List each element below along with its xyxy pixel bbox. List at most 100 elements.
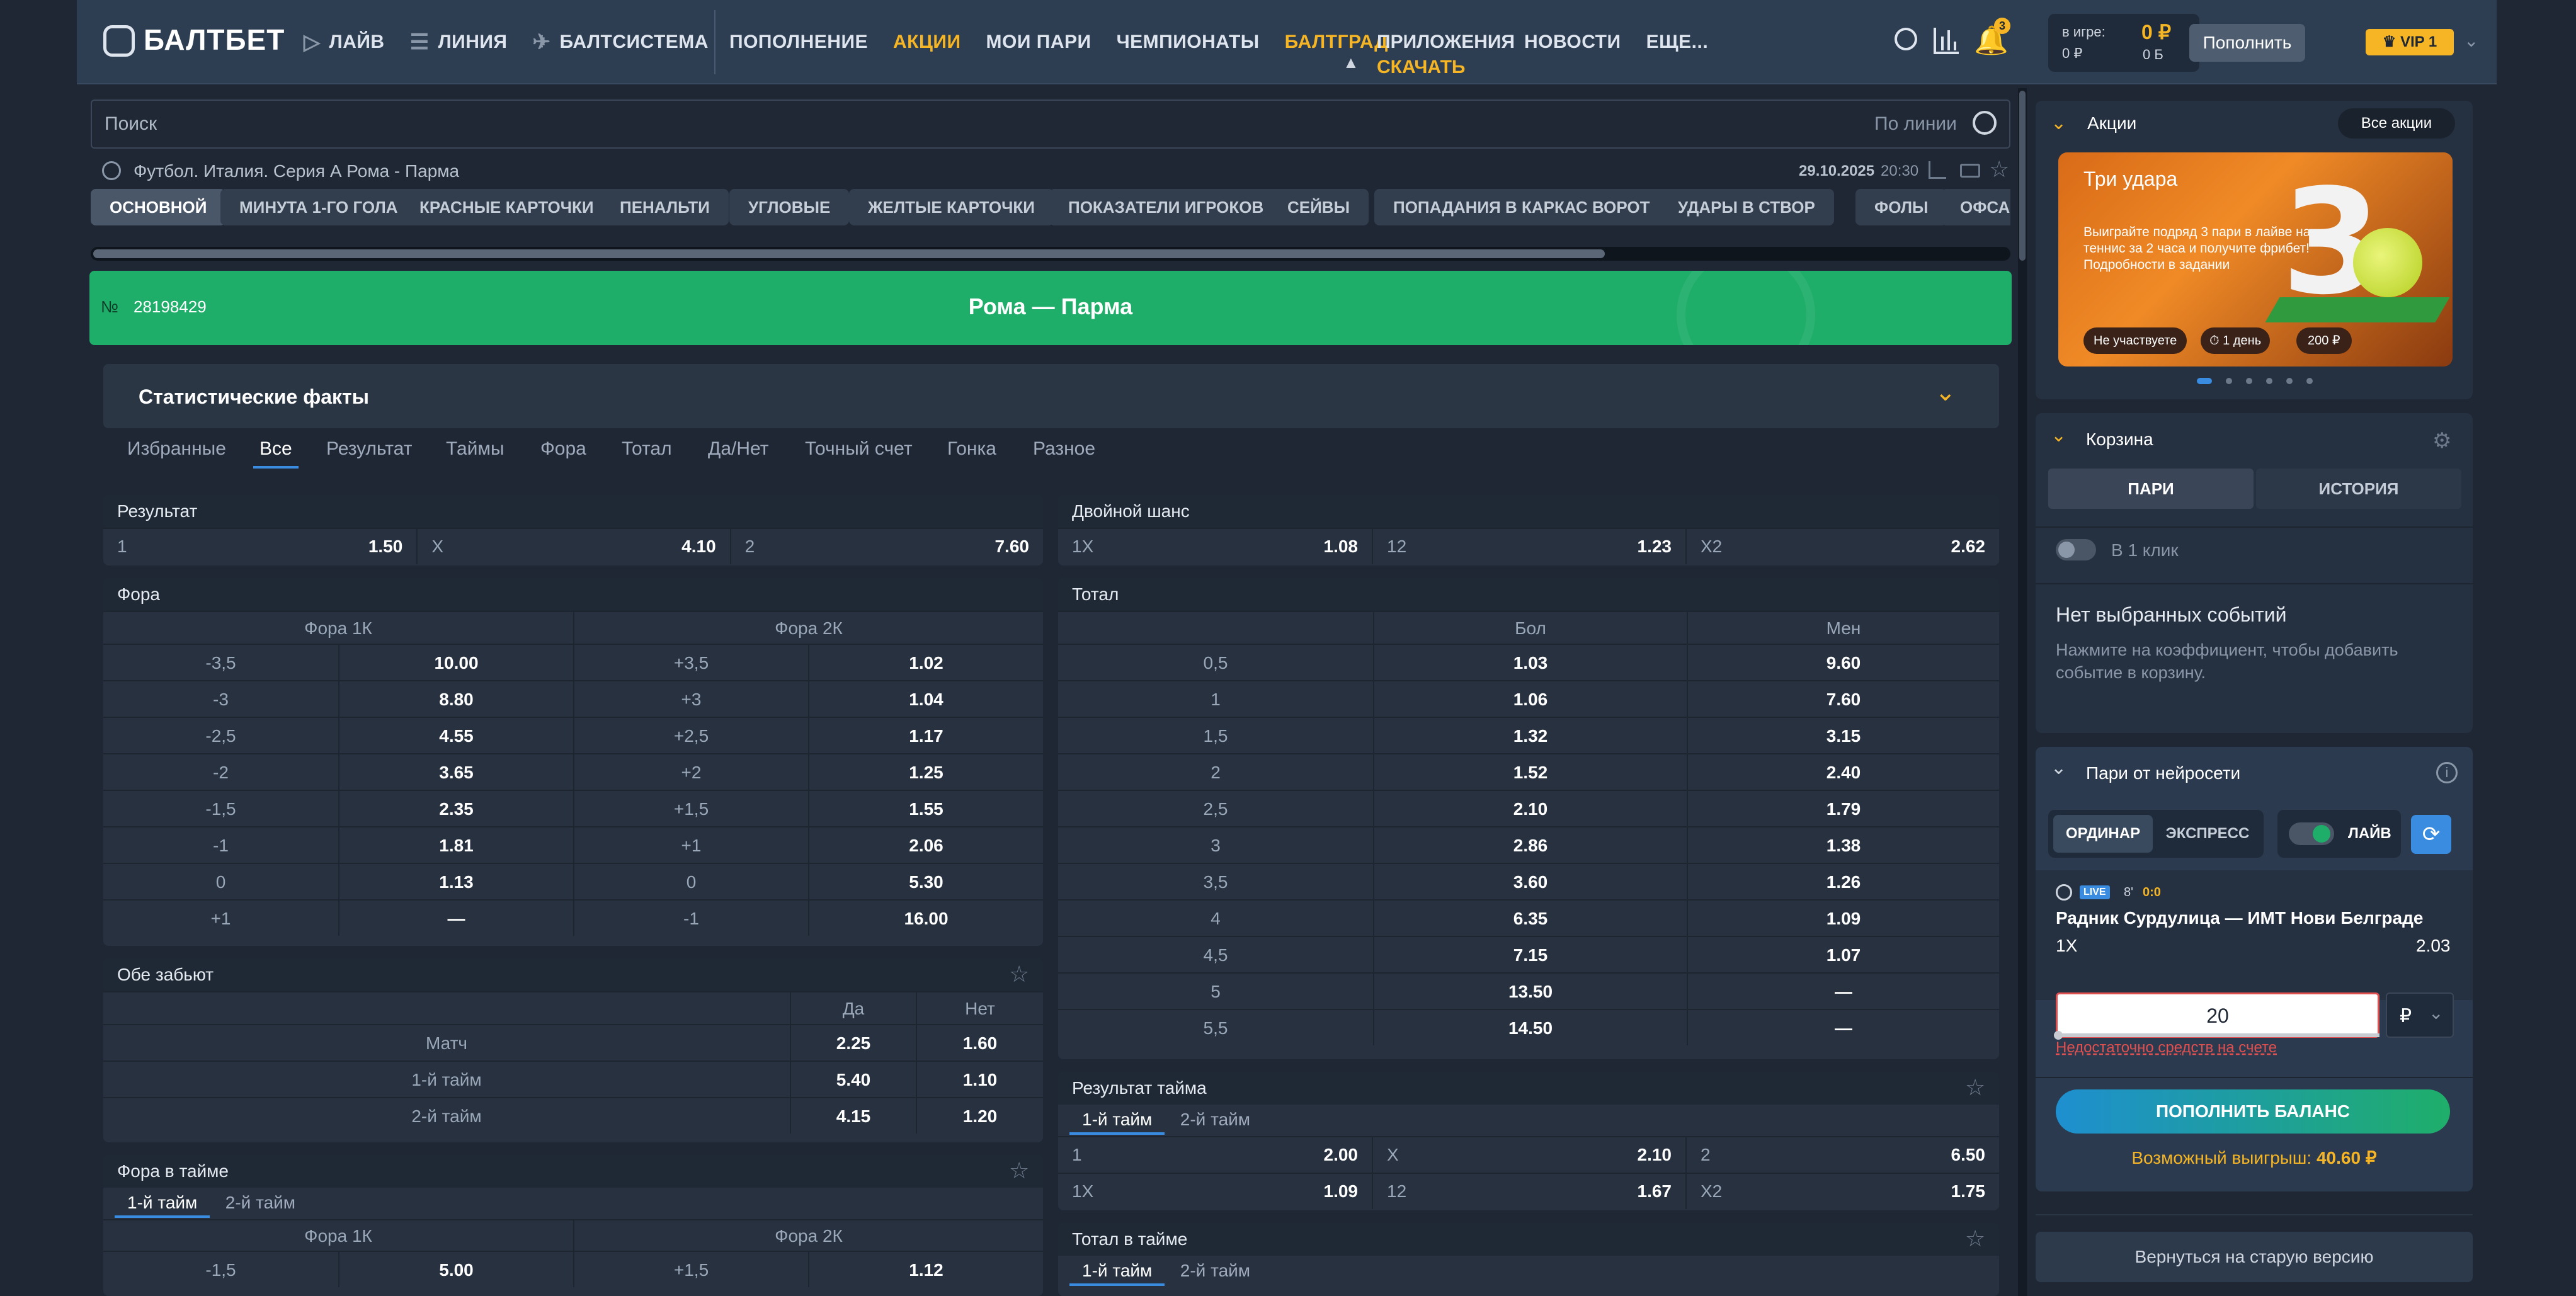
odd-button[interactable]: 1 2.00 [1058,1137,1372,1173]
chevron-down-icon[interactable]: ⌄ [2051,425,2067,446]
stake-slider[interactable] [2056,1033,2379,1037]
chevron-down-icon[interactable]: ⌄ [2051,113,2067,134]
filter-tab[interactable]: Да/Нет [708,438,769,459]
promo-card[interactable]: Три удара Выиграйте подряд 3 пари в лайв… [2058,152,2453,367]
filter-tab[interactable]: Все [253,438,299,469]
odd-button[interactable]: 3.65 [338,754,573,790]
tab-history[interactable]: ИСТОРИЯ [2256,469,2461,509]
stats-icon[interactable] [1934,28,1959,54]
filter-tab[interactable]: Фора [540,438,586,459]
chips-scrollbar[interactable] [91,247,2010,261]
odd-button[interactable]: 13.50 [1373,974,1687,1009]
odd-button[interactable]: 1.26 [1687,864,1999,899]
odd-button[interactable]: 2.25 [790,1025,916,1060]
tv-icon[interactable] [1960,164,1980,178]
nav-live[interactable]: ЛАЙВ [329,31,385,52]
odd-button[interactable]: 1.38 [1687,827,1999,863]
menu-apps[interactable]: ПРИЛОЖЕНИЯ [1377,31,1515,52]
odd-button[interactable]: 9.60 [1687,645,1999,680]
chip-market-group[interactable]: ПЕНАЛЬТИ [601,189,729,225]
filter-tab[interactable]: Таймы [446,438,504,459]
chip-market-group[interactable]: ПОКАЗАТЕЛИ ИГРОКОВ [1049,189,1283,225]
odd-button[interactable]: 1.60 [916,1025,1043,1060]
filter-tab[interactable]: Тотал [622,438,672,459]
chevron-down-icon[interactable]: ⌄ [2464,31,2479,50]
download-link[interactable]: СКАЧАТЬ [1377,57,1466,77]
search-input[interactable]: Поиск [105,113,157,134]
tab-first-half[interactable]: 1-й тайм [115,1188,210,1218]
currency-select[interactable]: ₽ ⌄ [2386,992,2454,1038]
menu-deposit[interactable]: ПОПОЛНЕНИЕ [729,31,869,52]
search-bar[interactable]: Поиск По линии [91,99,2010,149]
odd-button[interactable]: X 2.10 [1372,1137,1685,1173]
live-toggle[interactable] [2289,822,2334,845]
ai-bet-card[interactable]: LIVE 8' 0:0 Радник Сурдулица — ИМТ Нови … [2036,870,2473,1000]
odd-button[interactable]: 1.12 [808,1252,1043,1287]
chip-market-group[interactable]: СЕЙВЫ [1268,189,1369,225]
odd-button[interactable]: 1X 1.09 [1058,1174,1372,1209]
search-icon[interactable] [1895,28,1917,50]
tab-second-half[interactable]: 2-й тайм [1180,1261,1251,1280]
tab-second-half[interactable]: 2-й тайм [225,1193,296,1212]
chip-market-group[interactable]: УДАРЫ В СТВОР [1659,189,1834,225]
search-icon[interactable] [1973,111,1997,135]
tab-second-half[interactable]: 2-й тайм [1180,1110,1251,1129]
favorite-star-icon[interactable]: ☆ [1009,961,1030,987]
odd-button[interactable]: 2.10 [1373,791,1687,826]
all-promos-button[interactable]: Все акции [2338,108,2455,139]
odd-button[interactable]: 1.55 [808,791,1043,826]
odd-button[interactable]: 3.60 [1373,864,1687,899]
chip-market-group[interactable]: УГЛОВЫЕ [729,189,850,225]
odd-button[interactable]: 1.13 [338,864,573,899]
stats-facts-panel[interactable]: Статистические факты ⌄ [103,364,1999,428]
odd-button[interactable]: 7.15 [1373,937,1687,972]
odd-button[interactable]: 1.07 [1687,937,1999,972]
info-icon[interactable]: i [2436,762,2458,783]
odd-button[interactable]: 1.09 [1687,901,1999,936]
odd-button[interactable]: 10.00 [338,645,573,680]
chevron-down-icon[interactable]: ⌄ [1935,378,1956,406]
odd-button[interactable]: 1.81 [338,827,573,863]
menu-my-bets[interactable]: МОИ ПАРИ [986,31,1091,52]
one-click-toggle[interactable] [2056,539,2096,560]
odd-button[interactable]: 2.06 [808,827,1043,863]
menu-championships[interactable]: ЧЕМПИОНАТЫ [1116,31,1260,52]
gear-icon[interactable]: ⚙ [2432,429,2452,453]
chip-market-group[interactable]: ЖЕЛТЫЕ КАРТОЧКИ [849,189,1054,225]
odd-button[interactable]: 5.30 [808,864,1043,899]
odd-button[interactable]: 2.40 [1687,754,1999,790]
odd-button[interactable]: — [1687,974,1999,1009]
filter-tab[interactable]: Точный счет [805,438,913,459]
odd-button[interactable]: 12 1.67 [1372,1174,1685,1209]
favorite-star-icon[interactable]: ☆ [1989,156,2010,182]
nav-line[interactable]: ЛИНИЯ [438,31,508,52]
menu-baltgrad[interactable]: БАЛТГРАД [1284,31,1388,52]
odd-button[interactable]: 16.00 [808,901,1043,936]
odd-button[interactable]: 5.00 [338,1252,573,1287]
chip-market-group[interactable]: ОФСАЙ [1941,189,2010,225]
odd-button[interactable]: 1.52 [1373,754,1687,790]
chip-market-group[interactable]: МИНУТА 1-ГО ГОЛА [220,189,417,225]
odd-button[interactable]: 5.40 [790,1062,916,1097]
odd-button[interactable]: 2 6.50 [1685,1137,1999,1173]
odd-button[interactable]: 1.20 [916,1098,1043,1134]
odd-button[interactable]: 7.60 [1687,681,1999,717]
odd-button[interactable]: — [338,901,573,936]
odd-button[interactable]: 1.79 [1687,791,1999,826]
odd-button[interactable]: 1.02 [808,645,1043,680]
odd-button[interactable]: 1.10 [916,1062,1043,1097]
live-toggle-box[interactable]: ЛАЙВ [2277,810,2401,858]
carousel-dots[interactable] [2197,378,2313,384]
chip-market-group[interactable]: КРАСНЫЕ КАРТОЧКИ [401,189,613,225]
filter-tab[interactable]: Разное [1033,438,1096,459]
deposit-balance-button[interactable]: ПОПОЛНИТЬ БАЛАНС [2056,1089,2450,1134]
tab-bets[interactable]: ПАРИ [2048,469,2254,509]
odd-button[interactable]: X2 1.75 [1685,1174,1999,1209]
chip-market-group[interactable]: ФОЛЫ [1855,189,1947,225]
stake-input[interactable]: 20 [2054,992,2379,1040]
tab-first-half[interactable]: 1-й тайм [1069,1256,1165,1286]
odd-button[interactable]: 8.80 [338,681,573,717]
odd-button[interactable]: 1X 1.08 [1058,529,1372,564]
main-scrollbar[interactable] [2018,88,2027,1296]
balance-box[interactable]: в игре: 0 ₽ 0 ₽ 0 Б [2048,14,2199,72]
